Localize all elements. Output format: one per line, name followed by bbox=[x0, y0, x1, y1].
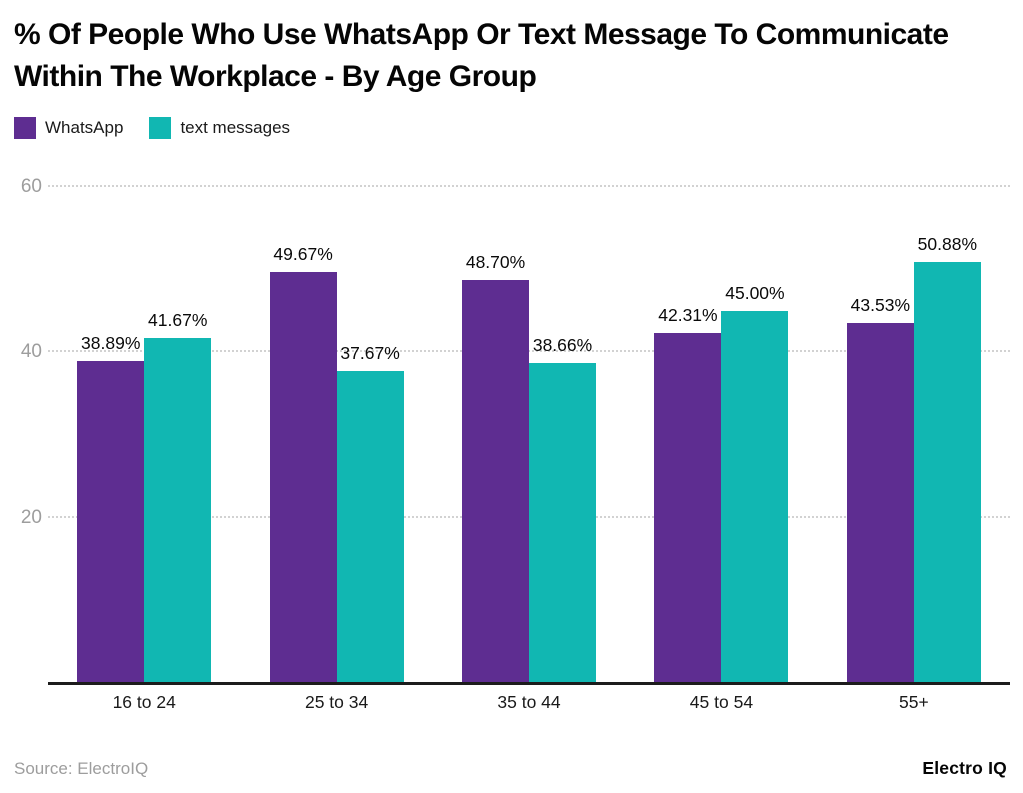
y-tick-label-60: 60 bbox=[20, 175, 42, 197]
bar-group-16-to-24: 38.89% 41.67% bbox=[48, 170, 240, 683]
y-tick-label-20: 20 bbox=[20, 506, 42, 528]
bar-text-messages-25-to-34: 37.67% bbox=[336, 343, 404, 683]
x-axis-label-25-to-34: 25 to 34 bbox=[304, 692, 369, 712]
bar-whatsapp-45-to-54: 42.31% bbox=[654, 305, 722, 683]
bar-whatsapp-16-to-24: 38.89% bbox=[77, 333, 145, 683]
bar-group-45-to-54: 42.31% 45.00% bbox=[625, 170, 817, 683]
bar-group-55+: 43.53% 50.88% bbox=[818, 170, 1010, 683]
gridline-60 bbox=[48, 184, 1010, 187]
legend: WhatsApp text messages bbox=[14, 117, 290, 139]
bar-text-messages-35-to-44: 38.66% bbox=[529, 335, 597, 683]
x-axis-line bbox=[48, 682, 1010, 685]
bar-pair: 43.53% 50.88% bbox=[818, 234, 1010, 683]
legend-label: WhatsApp bbox=[45, 118, 124, 137]
bar-text-messages-16-to-24: 41.67% bbox=[144, 310, 212, 683]
value-label: 48.70% bbox=[465, 252, 526, 273]
bar-text-messages-45-to-54: 45.00% bbox=[721, 283, 789, 683]
chart-title: % Of People Who Use WhatsApp Or Text Mes… bbox=[14, 18, 949, 93]
legend-swatch-square bbox=[149, 117, 172, 139]
y-tick-label-40: 40 bbox=[20, 341, 42, 363]
x-axis-label-35-to-44: 35 to 44 bbox=[497, 692, 561, 712]
bar-whatsapp-55+: 43.53% bbox=[846, 295, 914, 683]
value-label: 49.67% bbox=[273, 244, 333, 265]
source-text: Source: ElectroIQ bbox=[14, 758, 149, 778]
legend-item-whatsapp: WhatsApp bbox=[14, 117, 123, 139]
brand-logo: Electro IQ bbox=[922, 758, 1007, 778]
x-axis-label-16-to-24: 16 to 24 bbox=[112, 692, 176, 712]
plot-area: 20 40 60 38.89% 41.67% 49.67% 37.67% 48.70% 38.… bbox=[21, 170, 1010, 685]
value-label: 42.31% bbox=[658, 304, 718, 325]
bar-pair: 38.89% 41.67% bbox=[48, 310, 240, 683]
value-label: 41.67% bbox=[148, 310, 208, 331]
bar-group-25-to-34: 49.67% 37.67% bbox=[240, 170, 432, 683]
legend-swatch-square bbox=[14, 117, 36, 139]
legend-label: text messages bbox=[180, 118, 291, 137]
bar-pair: 48.70% 38.66% bbox=[433, 252, 625, 683]
value-label: 43.53% bbox=[850, 294, 911, 315]
value-label: 45.00% bbox=[725, 282, 785, 303]
bar-groups: 38.89% 41.67% 49.67% 37.67% 48.70% 38.66% 42.3… bbox=[48, 170, 1010, 683]
value-label: 38.66% bbox=[532, 335, 593, 356]
value-label: 38.89% bbox=[81, 333, 141, 354]
legend-item-text-messages: text messages bbox=[149, 117, 290, 139]
bar-text-messages-55+: 50.88% bbox=[913, 234, 981, 683]
bar-whatsapp-35-to-44: 48.70% bbox=[462, 252, 530, 683]
bar-whatsapp-25-to-34: 49.67% bbox=[269, 244, 337, 683]
bar-group-35-to-44: 48.70% 38.66% bbox=[433, 170, 625, 683]
bar-pair: 42.31% 45.00% bbox=[625, 283, 817, 683]
x-axis-label-55+: 55+ bbox=[898, 692, 929, 712]
value-label: 50.88% bbox=[917, 234, 978, 255]
x-axis-label-45-to-54: 45 to 54 bbox=[689, 692, 754, 712]
footer: Source: ElectroIQ Electro IQ bbox=[14, 758, 1007, 779]
x-axis-labels: 16 to 24 25 to 34 35 to 44 45 to 54 55+ bbox=[48, 692, 1010, 713]
value-label: 37.67% bbox=[340, 343, 400, 364]
bar-pair: 49.67% 37.67% bbox=[240, 244, 432, 683]
